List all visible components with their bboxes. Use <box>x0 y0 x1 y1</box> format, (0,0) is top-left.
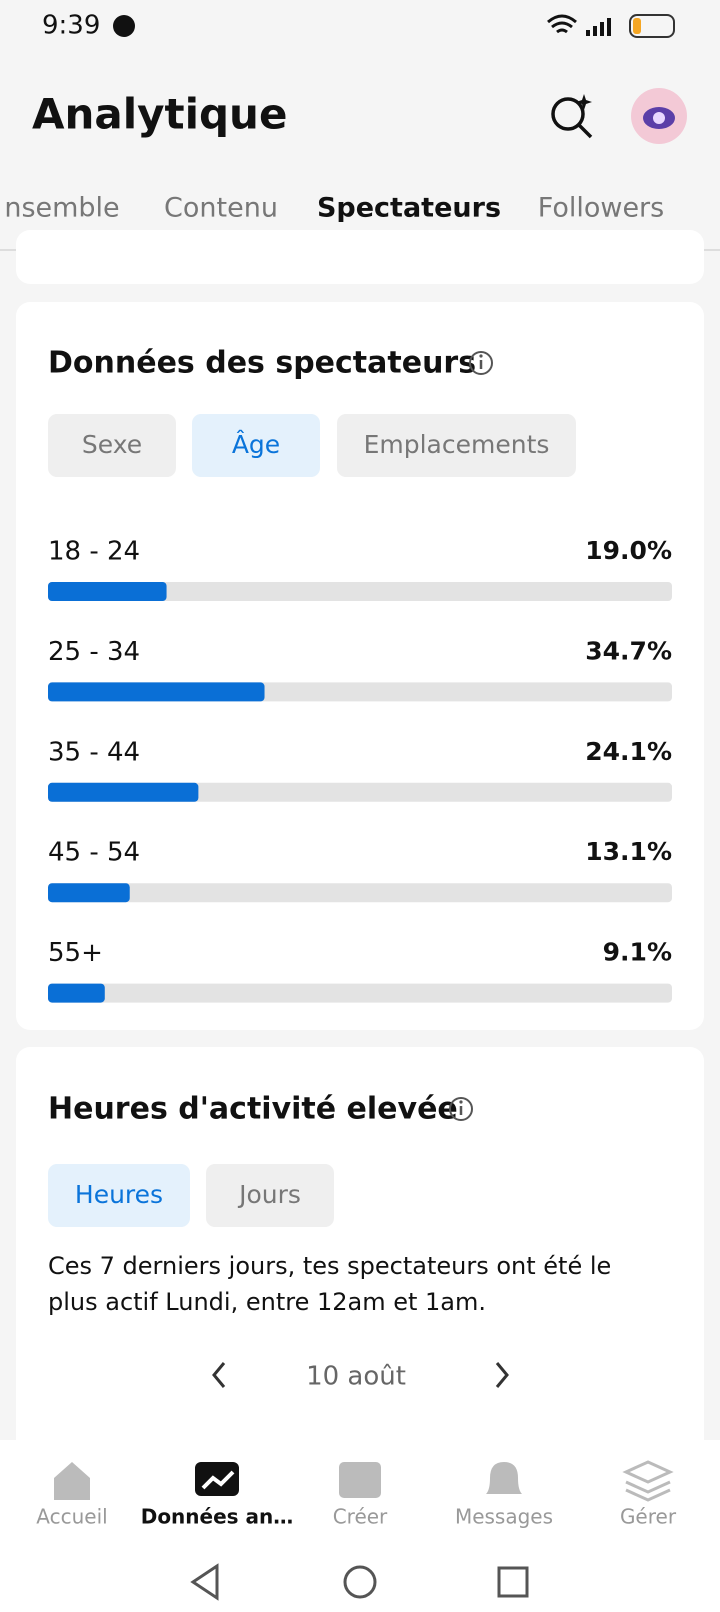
age-value: 24.1% <box>585 737 672 766</box>
messenger-icon <box>113 15 135 37</box>
bar-track <box>48 883 672 903</box>
filter-label[interactable]: Jours <box>237 1180 301 1209</box>
info-icon[interactable] <box>449 1097 473 1121</box>
nav-icon-line <box>201 1470 235 1490</box>
filter-label[interactable]: Heures <box>75 1180 163 1209</box>
bar <box>48 682 265 702</box>
bar <box>48 983 105 1003</box>
status-time: 9:39 <box>42 11 100 41</box>
filter-chip[interactable] <box>337 414 576 477</box>
card-activity <box>16 1047 704 1467</box>
nav-label[interactable]: Créer <box>333 1505 388 1529</box>
signal-icon <box>586 18 611 36</box>
card-title: Données des spectateurs <box>48 346 476 381</box>
filter-label[interactable]: Âge <box>232 430 280 459</box>
android-recent[interactable] <box>497 1566 529 1598</box>
android-back[interactable] <box>190 1563 219 1601</box>
date-label: 10 août <box>306 1362 406 1392</box>
battery-icon <box>629 14 675 38</box>
card-previous <box>16 230 704 284</box>
tab[interactable]: Followers <box>538 193 664 224</box>
age-value: 34.7% <box>585 636 672 665</box>
summary-line: Ces 7 derniers jours, tes spectateurs on… <box>48 1252 611 1280</box>
filter-chip[interactable] <box>192 414 320 477</box>
tab[interactable]: Contenu <box>164 193 278 224</box>
filter-chip[interactable] <box>48 1164 190 1227</box>
age-label: 18 - 24 <box>48 537 140 567</box>
age-label: 45 - 54 <box>48 838 140 868</box>
bar <box>48 582 167 601</box>
age-value: 13.1% <box>585 837 672 866</box>
nav-label[interactable]: Données an… <box>141 1505 294 1529</box>
age-label: 55+ <box>48 938 103 968</box>
filter-chip[interactable] <box>48 414 176 477</box>
info-icon[interactable] <box>469 351 493 375</box>
nav-label[interactable]: Messages <box>455 1505 553 1529</box>
tab[interactable]: nsemble <box>4 193 119 224</box>
prev-button[interactable] <box>212 1362 226 1388</box>
filter-label[interactable]: Emplacements <box>364 430 550 459</box>
filter-label[interactable]: Sexe <box>82 430 142 459</box>
bar-track <box>48 582 672 601</box>
nav-label[interactable]: Accueil <box>36 1505 107 1529</box>
summary-line: plus actif Lundi, entre 12am et 1am. <box>48 1288 486 1316</box>
card-title: Heures d'activité elevée <box>48 1092 458 1127</box>
next-button[interactable] <box>495 1362 509 1388</box>
filter-chip[interactable] <box>206 1164 334 1227</box>
nav-icon <box>486 1462 522 1494</box>
page-title: Analytique <box>32 90 287 139</box>
android-home[interactable] <box>343 1565 377 1599</box>
nav-icon <box>622 1460 674 1502</box>
avatar[interactable] <box>631 88 687 144</box>
tab[interactable]: Spectateurs <box>317 193 501 224</box>
search-button[interactable] <box>551 94 593 139</box>
age-value: 19.0% <box>585 536 672 565</box>
battery-level <box>633 18 641 34</box>
nav-icon <box>54 1462 90 1500</box>
card-viewer-data <box>16 302 704 1030</box>
nav-icon <box>339 1462 381 1498</box>
bar-track <box>48 782 672 802</box>
bar <box>48 782 199 802</box>
bar-track <box>48 983 672 1003</box>
age-value: 9.1% <box>603 938 672 967</box>
wifi-icon <box>547 14 577 34</box>
age-label: 35 - 44 <box>48 737 140 767</box>
bar <box>48 883 130 903</box>
nav-label[interactable]: Gérer <box>620 1505 677 1529</box>
age-label: 25 - 34 <box>48 637 140 667</box>
